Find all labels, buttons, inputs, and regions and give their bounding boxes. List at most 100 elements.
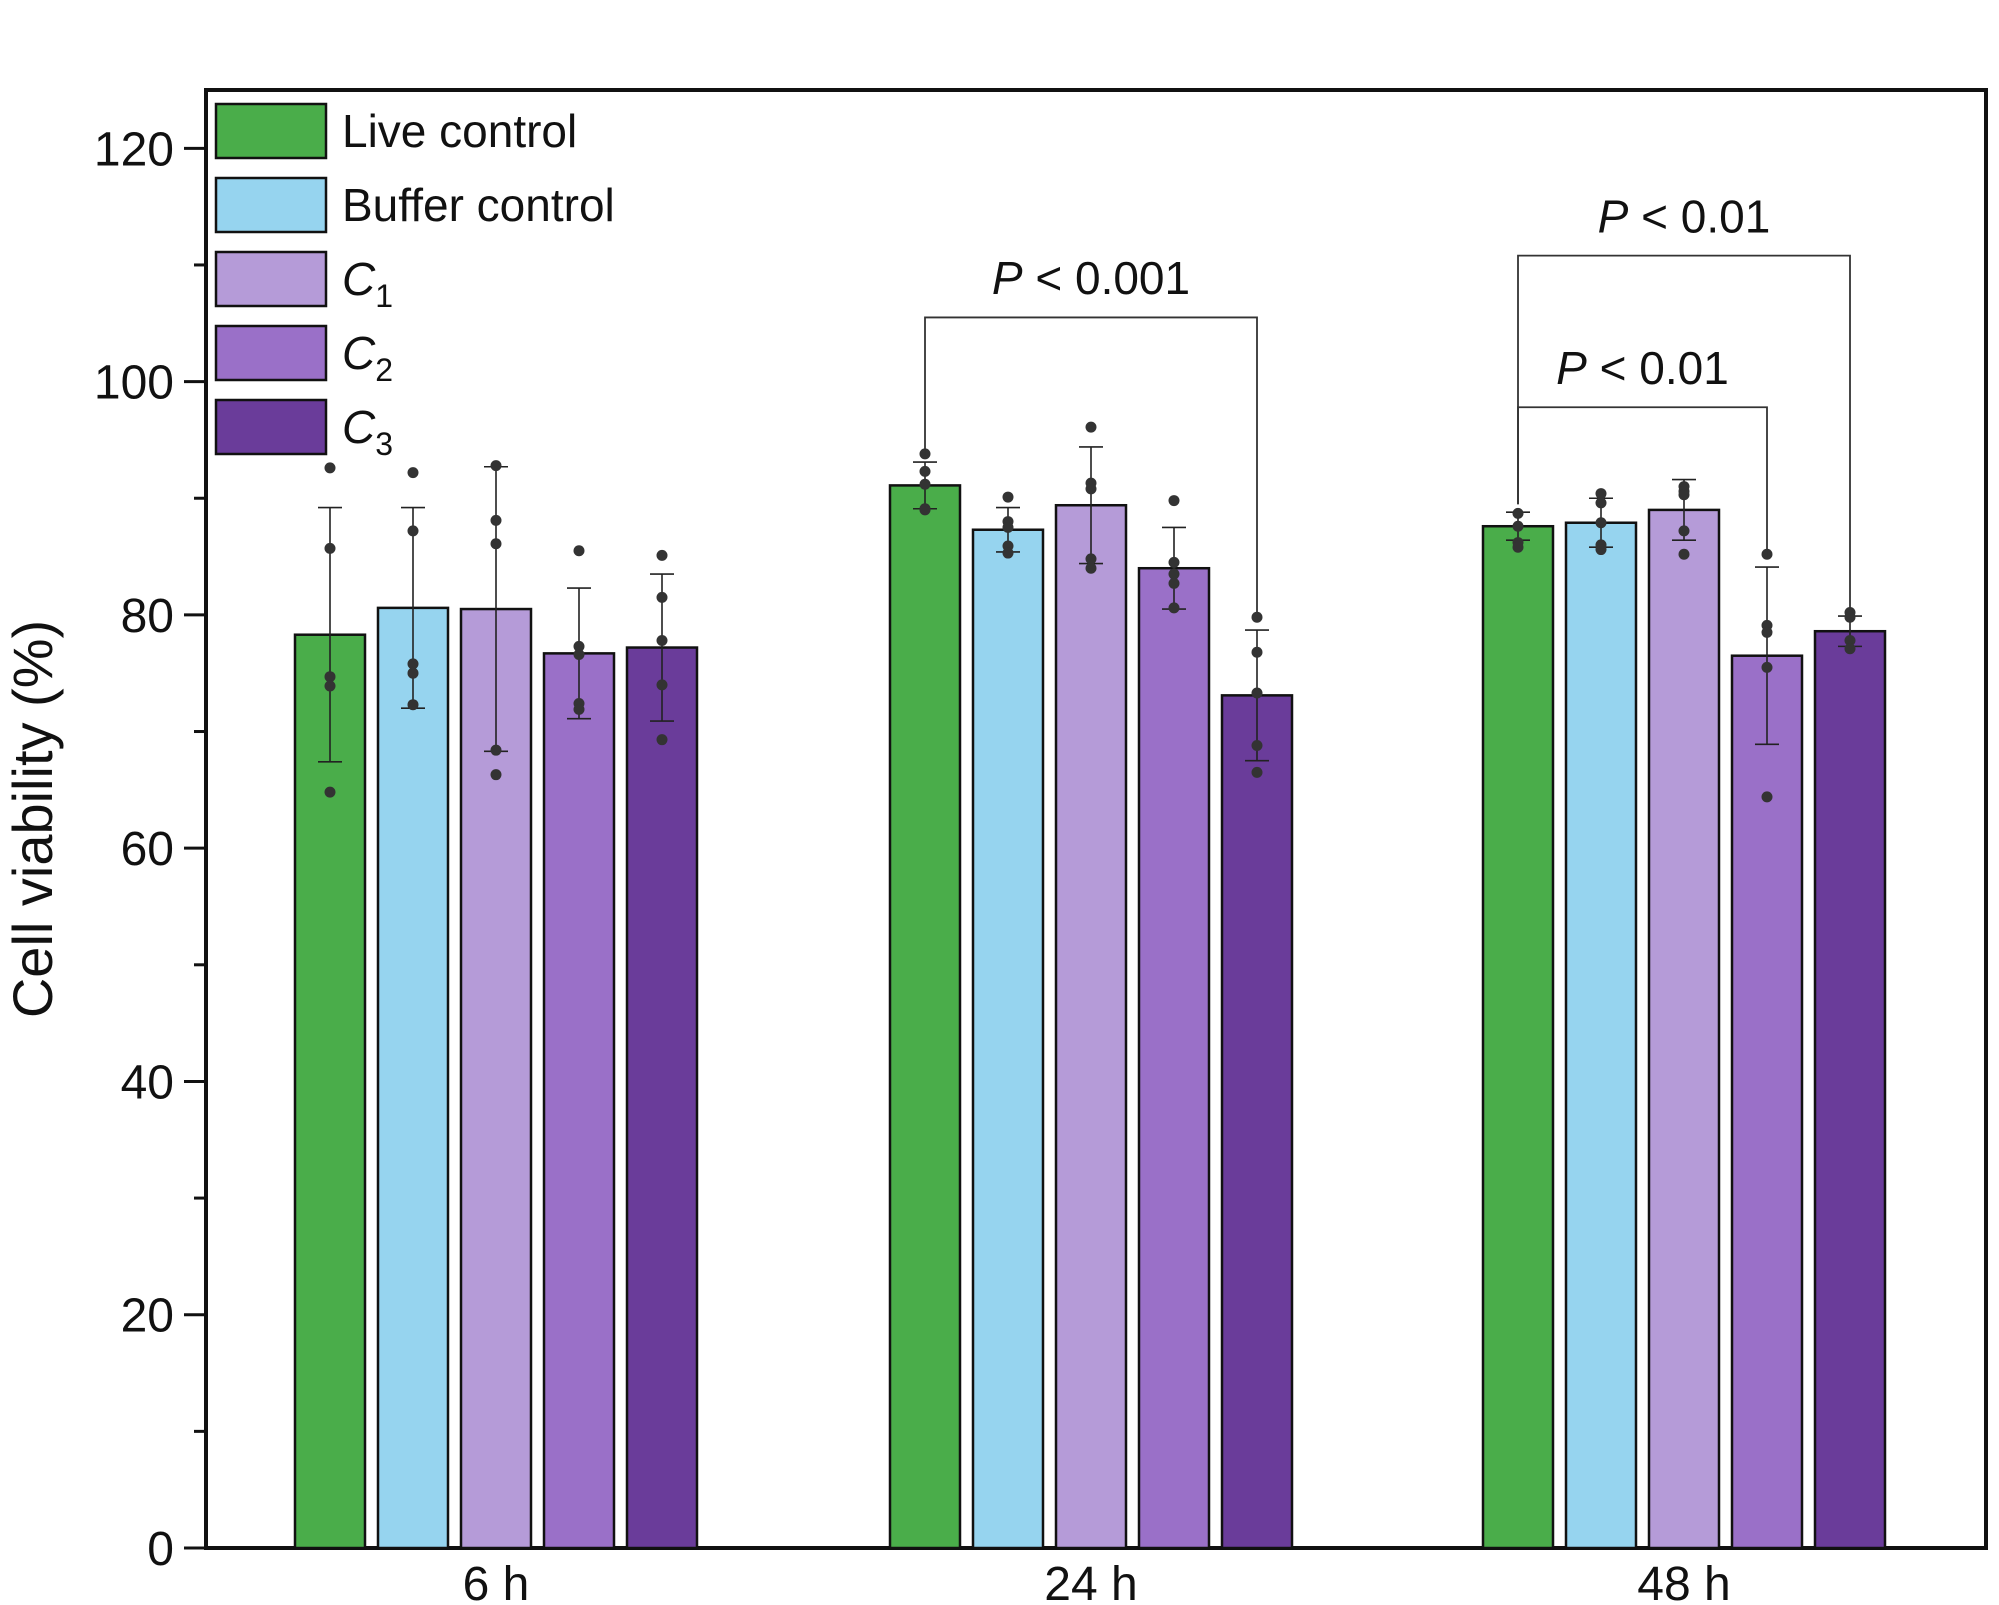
legend-label: C3 [342,401,393,462]
data-point [407,525,419,537]
y-tick-label: 100 [94,357,174,410]
data-point [656,679,668,691]
y-tick-label: 0 [147,1523,174,1576]
bar-group-item [1564,488,1638,1550]
data-point [1251,740,1263,752]
bar [1220,694,1294,1550]
legend: Live control Buffer control C1 C2 C3 [214,102,615,462]
data-point [1844,635,1856,647]
bar [1813,629,1887,1550]
bars-layer [293,421,1887,1550]
data-point [1761,661,1773,673]
legend-swatch [214,324,328,382]
data-point [1251,646,1263,658]
data-point [656,734,668,746]
legend-swatch [214,250,328,308]
data-point [1512,507,1524,519]
bar [625,646,699,1550]
legend-label: C1 [342,253,393,314]
bar [1054,503,1128,1550]
data-point [1168,556,1180,568]
data-point [1512,520,1524,532]
bar [971,528,1045,1550]
bar [1137,566,1211,1550]
data-point [656,635,668,647]
data-point [1085,562,1097,574]
y-axis-title: Cell viability (%) [1,620,64,1018]
legend-swatch [214,176,328,234]
data-point [490,514,502,526]
bar-group-item [971,491,1045,1550]
bar-group-item [1730,548,1804,1550]
data-point [407,467,419,479]
bar-group-item [1137,495,1211,1550]
data-point [1678,548,1690,560]
y-tick-label: 20 [121,1290,174,1343]
legend-label: C2 [342,327,393,388]
bar-group-item [542,545,616,1550]
data-point [1002,491,1014,503]
legend-swatch [214,102,328,160]
x-tick-label: 48 h [1637,1558,1730,1605]
x-axis: 6 h 24 h 48 h [463,1558,1731,1605]
data-point [573,545,585,557]
data-point [490,744,502,756]
bar-group-item [1054,421,1128,1550]
bar [376,606,450,1550]
data-point [1168,495,1180,507]
bar-group-item [1481,507,1555,1550]
data-point [1761,791,1773,803]
bar-group-item [625,549,699,1550]
data-point [490,538,502,550]
data-point [1085,421,1097,433]
bar [293,633,367,1550]
data-point [324,542,336,554]
data-point [1595,497,1607,509]
legend-label: Buffer control [342,179,615,231]
y-tick-label: 40 [121,1056,174,1109]
bar [459,607,533,1550]
legend-item: Buffer control [214,176,615,234]
data-point [324,671,336,683]
data-point [1844,643,1856,655]
data-point [1595,517,1607,529]
legend-item: C1 [214,250,393,314]
legend-item: C2 [214,324,393,388]
data-point [1002,547,1014,559]
data-point [919,504,931,516]
data-point [407,658,419,670]
significance-label: P < 0.01 [1598,190,1771,242]
data-point [656,549,668,561]
bar [1481,524,1555,1550]
data-point [1168,602,1180,614]
data-point [1761,626,1773,638]
y-axis: 0 20 40 60 80 100 120 [94,123,206,1576]
data-point [573,640,585,652]
significance-bracket [1517,254,1851,609]
data-point [573,649,585,661]
bar [1730,654,1804,1550]
bar [542,652,616,1550]
data-point [1595,544,1607,556]
significance-label: P < 0.01 [1556,342,1729,394]
data-point [1678,525,1690,537]
data-point [1251,766,1263,778]
significance-annotations: P < 0.001 P < 0.01 P < 0.01 [924,190,1851,623]
data-point [490,769,502,781]
significance-bracket [924,316,1258,623]
data-point [656,591,668,603]
bar-group-item [376,467,450,1550]
legend-label: Live control [342,105,577,157]
y-tick-label: 80 [121,590,174,643]
data-point [490,460,502,472]
significance-label: P < 0.001 [992,252,1190,304]
bar-group-item [1813,607,1887,1550]
data-point [324,462,336,474]
data-point [324,680,336,692]
x-tick-label: 6 h [463,1558,530,1605]
data-point [1512,541,1524,553]
bar-group-item [1220,611,1294,1550]
y-tick-label: 60 [121,823,174,876]
significance-bracket [1517,406,1768,560]
